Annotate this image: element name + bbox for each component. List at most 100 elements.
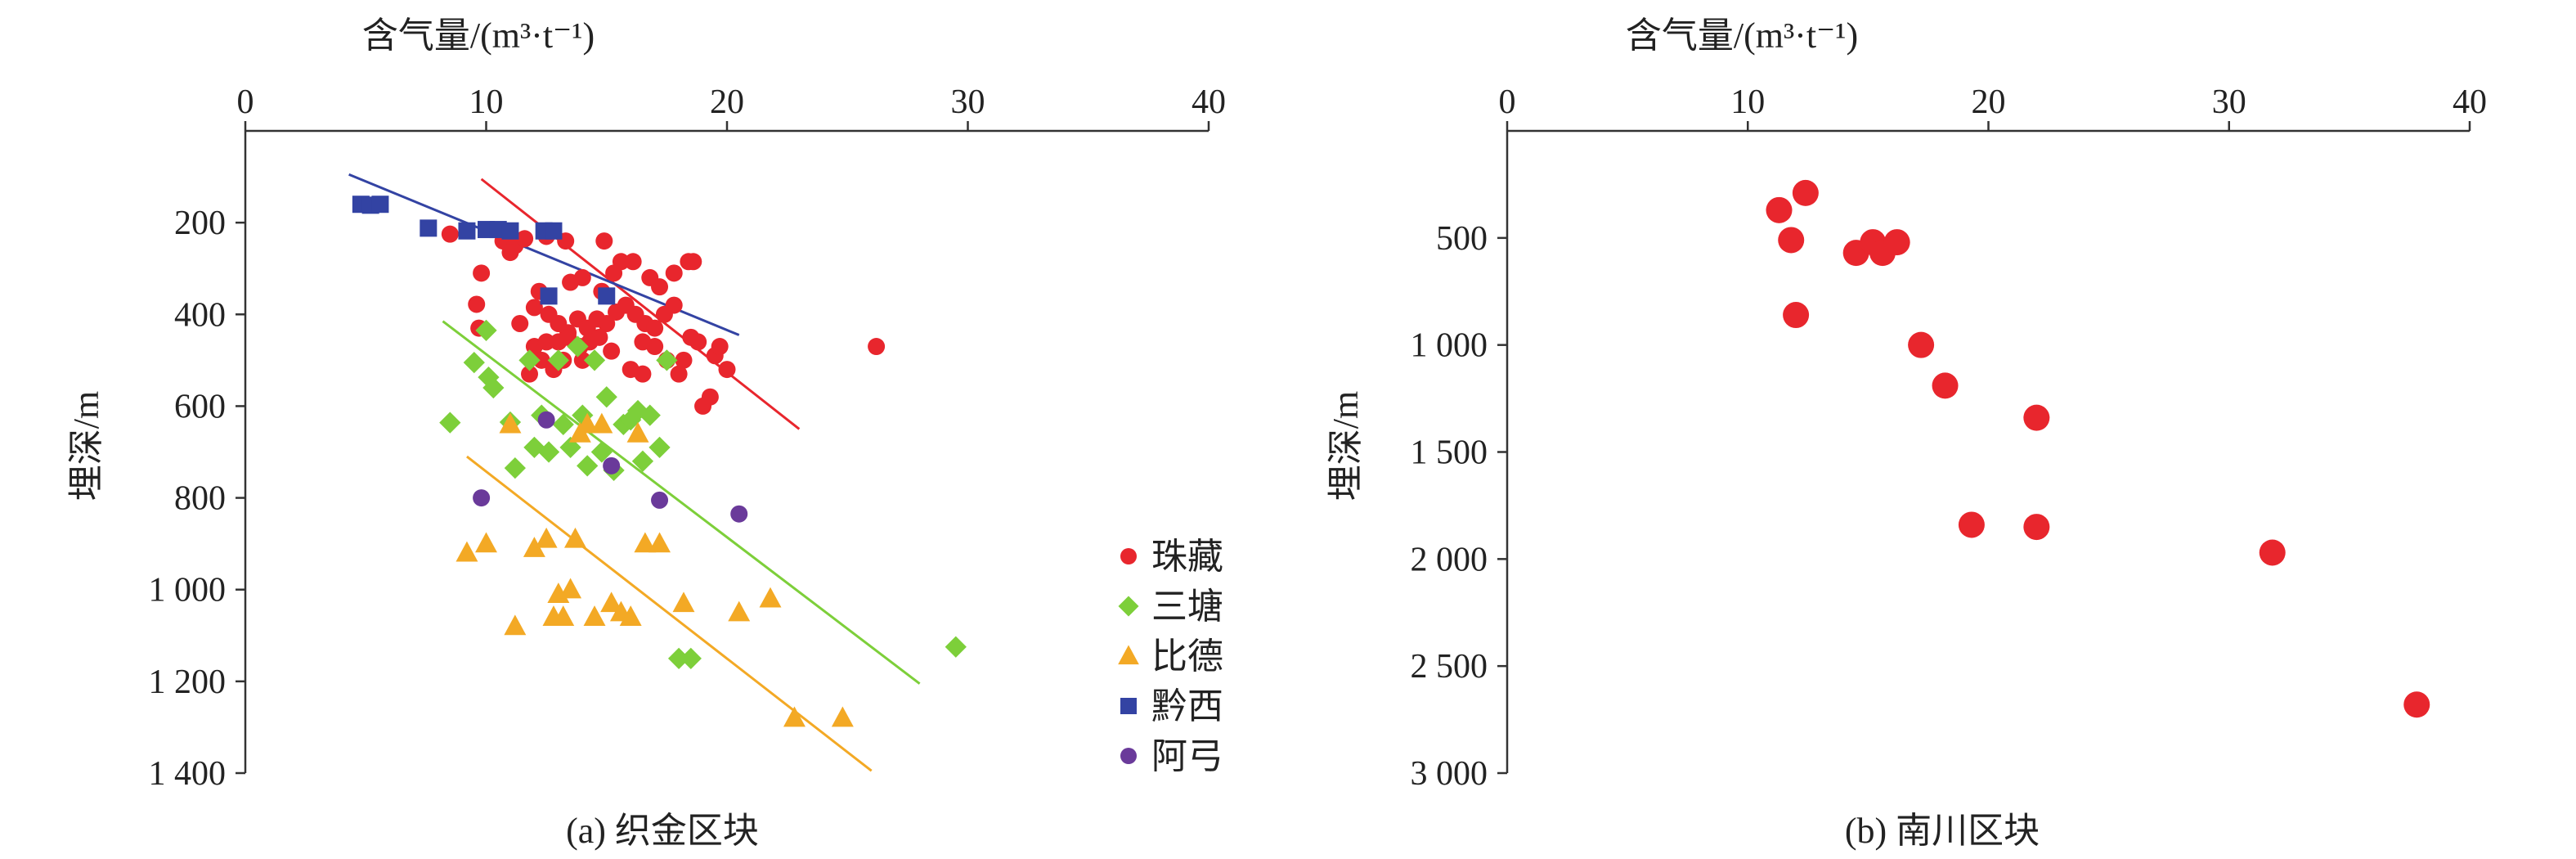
panel-a-x-tick-label: 30 <box>951 83 985 121</box>
panel-a-data-point <box>728 600 751 622</box>
panel-b-data-point <box>1778 227 1805 254</box>
panel-a-caption: (a) 织金区块 <box>566 811 759 851</box>
panel-a-data-point <box>711 338 729 356</box>
panel-b-series-1 <box>1766 179 2430 718</box>
panel-a-legend-marker <box>1120 548 1137 564</box>
panel-a-data-point <box>624 253 642 271</box>
panel-a-data-point <box>667 647 690 669</box>
panel-a-data-point <box>634 365 652 383</box>
panel-a-data-point <box>598 287 616 305</box>
panel-a-data-point <box>518 349 541 371</box>
panel-a-data-point <box>634 532 657 553</box>
panel-a-data-point <box>537 441 560 463</box>
panel-a-data-point <box>595 232 613 250</box>
panel-a-y-tick-label: 1 400 <box>149 755 227 793</box>
panel-b-data-point <box>1958 511 1985 538</box>
panel-a-data-point <box>523 537 545 557</box>
panel-a-data-point <box>576 412 599 434</box>
panel-a-data-point <box>547 349 569 371</box>
panel-a-y-tick-label: 1 000 <box>149 572 227 609</box>
panel-b-y-tick-label: 2 000 <box>1411 541 1488 578</box>
panel-a-data-point <box>504 614 527 636</box>
panel-a-data-point <box>665 296 683 314</box>
panel-b-data-point <box>2403 691 2430 718</box>
panel-a-data-point <box>656 349 678 371</box>
panel-b-data-point <box>1783 302 1810 329</box>
panel-a-data-point <box>672 591 695 613</box>
panel-a-legend-item: 比德 <box>1118 636 1223 677</box>
panel-a-trend-line-3 <box>466 455 873 772</box>
panel-a-legend-item: 三塘 <box>1118 587 1223 627</box>
panel-a-data-point <box>648 532 671 553</box>
panel-a-legend-marker <box>1118 645 1139 665</box>
panel-a-trend-line-1 <box>480 178 801 430</box>
panel-a-data-point <box>552 413 574 435</box>
panel-a-data-point <box>371 196 389 214</box>
panel-a-data-point <box>501 244 519 262</box>
panel-a-data-point <box>605 264 623 282</box>
panel-a-data-point <box>590 412 613 434</box>
panel-a-data-point <box>646 319 664 337</box>
panel-a-data-point <box>475 319 497 342</box>
panel-a-data-point <box>473 489 491 507</box>
panel-a-data-point <box>537 333 555 351</box>
panel-a-data-point <box>573 268 591 286</box>
panel-a-data-point <box>473 264 491 282</box>
panel-a-data-point <box>626 421 649 443</box>
panel-b-y-tick-label: 500 <box>1436 220 1488 258</box>
panel-a-data-point <box>651 278 669 296</box>
panel-a-series-3 <box>456 412 854 727</box>
panel-b-data-point <box>2023 404 2050 431</box>
panel-a-data-point <box>595 386 617 408</box>
panel-a-legend-item: 黔西 <box>1120 686 1223 726</box>
panel-a-data-point <box>511 315 529 332</box>
panel-nanchuan: 含气量/(m³·t⁻¹) 埋深/m (b) 南川区块 0 10 20 30 40 500 1… <box>1326 16 2487 851</box>
panel-a-data-point <box>694 397 712 415</box>
panel-b-y-tick-label: 1 000 <box>1411 327 1488 365</box>
panel-zhijin: 含气量/(m³·t⁻¹) 埋深/m (a) 织金区块 0 10 20 30 40 200 4… <box>66 16 1226 851</box>
panel-a-series-2 <box>439 319 967 669</box>
panel-a-legend-label: 黔西 <box>1151 686 1223 726</box>
panel-a-data-point <box>456 541 478 562</box>
panel-a-data-point <box>631 450 654 472</box>
panel-a-ylabel: 埋深/m <box>66 391 106 501</box>
panel-a-legend-item: 阿弓 <box>1120 736 1223 776</box>
panel-a-data-point <box>504 457 526 479</box>
panel-a-legend-item: 珠藏 <box>1120 537 1223 577</box>
panel-a-series-1 <box>441 225 886 415</box>
panel-a-data-point <box>552 605 575 626</box>
panel-a-data-point <box>783 706 806 727</box>
panel-a-data-point <box>600 591 623 613</box>
panel-a-data-point <box>535 527 558 548</box>
panel-a-data-point <box>945 636 967 658</box>
panel-a-x-tick-label: 40 <box>1192 83 1226 121</box>
panel-a-data-point <box>540 287 558 305</box>
panel-b-data-point <box>1792 179 1819 206</box>
panel-a-data-point <box>651 491 669 509</box>
panel-a-data-point <box>577 455 599 477</box>
panel-a-data-point <box>759 587 782 608</box>
panel-a-data-point <box>634 333 652 351</box>
panel-a-data-point <box>831 706 854 727</box>
panel-a-data-point <box>559 578 582 599</box>
panel-a-plot-area: 0 10 20 30 40 200 400 600 800 1 000 1 200 1 400 珠藏三塘… <box>149 83 1227 793</box>
panel-a-legend-marker <box>1118 596 1139 617</box>
panel-a-legend-marker <box>1120 698 1137 714</box>
panel-a-data-point <box>499 412 522 434</box>
panel-a-xlabel: 含气量/(m³·t⁻¹) <box>362 16 595 56</box>
panel-a-legend-label: 三塘 <box>1151 587 1223 627</box>
panel-a-x-tick-label: 0 <box>237 83 254 121</box>
panel-b-y-tick-label: 2 500 <box>1411 648 1488 686</box>
panel-a-data-point <box>590 328 608 346</box>
panel-a-data-point <box>420 219 438 237</box>
panel-a-y-tick-label: 400 <box>174 296 226 334</box>
panel-b-ylabel: 埋深/m <box>1326 391 1366 501</box>
panel-a-data-point <box>463 352 485 374</box>
panel-b-y-tick-label: 3 000 <box>1411 755 1488 793</box>
panel-b-caption: (b) 南川区块 <box>1845 811 2040 851</box>
panel-b-x-tick-label: 10 <box>1730 83 1765 121</box>
panel-b-x-tick-label: 40 <box>2453 83 2487 121</box>
panel-a-series-5 <box>473 411 748 523</box>
panel-a-data-point <box>583 349 606 371</box>
